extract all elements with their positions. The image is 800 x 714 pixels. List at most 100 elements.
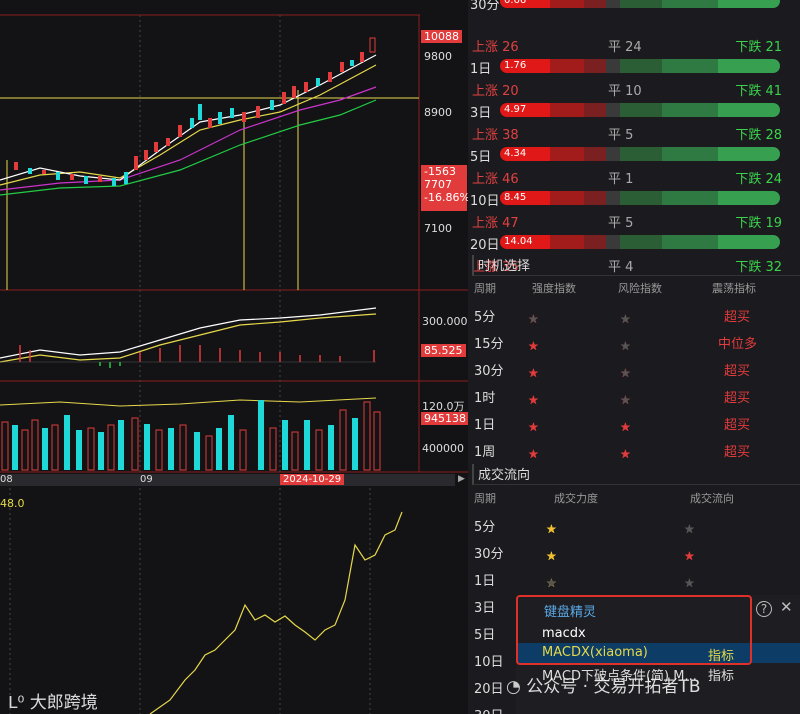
- popup-item[interactable]: MACD下破点条件(简) M... 指标: [516, 663, 800, 684]
- chart-svg: [0, 14, 468, 714]
- signal-text: 超买: [724, 391, 751, 406]
- popup-item-name: MACD下破点条件(简) M...: [542, 669, 697, 684]
- popup-item-type: 指标: [708, 669, 735, 684]
- watermark-logo-icon: ᒪ⁰: [8, 693, 25, 713]
- down-count: 下跌 32: [735, 260, 782, 275]
- keyboard-wizard-popup[interactable]: 键盘精灵 ? ✕ macdx MACDX(xiaoma) 指标 MACD下破点条…: [516, 595, 800, 714]
- timing-row: 5分 ★ ★ ★ ★ ★ ★ ★ ★ ★ ★ 超买: [468, 300, 800, 327]
- lower-panel-label: 48.0: [0, 497, 25, 510]
- distribution-value: 4.97: [504, 104, 527, 115]
- distribution-bar: 8.45: [500, 191, 780, 205]
- distribution-value: 0.66: [504, 0, 527, 6]
- watermark-left-text: 大郎跨境: [29, 693, 98, 713]
- flow-row: 10日: [468, 645, 800, 672]
- timing-row: 1周 ★ ★ ★ ★ ★ ★ ★ ★ ★ ★ 超买: [468, 435, 800, 462]
- up-count: 上涨 20: [472, 84, 519, 99]
- flow-header-period: 周期: [474, 492, 496, 505]
- up-count: 上涨 35: [472, 260, 519, 275]
- price-change: -1563: [424, 165, 456, 178]
- popup-title: 键盘精灵: [544, 605, 597, 620]
- distribution-period: 5日: [470, 150, 492, 165]
- distribution-value: 4.34: [504, 148, 527, 159]
- popup-highlight-frame: [516, 595, 752, 665]
- distribution-row: 上涨 47 平 5 下跌 19: [468, 198, 800, 242]
- flat-count: 平 10: [608, 84, 642, 99]
- distribution-bar: 0.66: [500, 0, 780, 8]
- distribution-row: 上涨 35 平 4 下跌 32: [468, 242, 800, 286]
- distribution-row: 上涨 38 平 5 下跌 28: [468, 110, 800, 154]
- flat-count: 平 5: [608, 216, 634, 231]
- price-top-label: 10088: [421, 30, 462, 43]
- scroll-right-icon[interactable]: ▶: [458, 474, 465, 484]
- signal-text: 超买: [724, 310, 751, 325]
- chart-area[interactable]: 10088 9800 8900 -1563 7707 -16.86% 7100 …: [0, 0, 468, 714]
- flat-count: 平 4: [608, 260, 634, 275]
- volume-value: 945138: [421, 412, 468, 425]
- help-icon[interactable]: ?: [756, 601, 772, 617]
- distribution-period: 20日: [470, 238, 500, 253]
- time-label-1: 08: [0, 474, 13, 485]
- distribution-bar: 14.04: [500, 235, 780, 249]
- flow-period: 1日: [474, 574, 496, 589]
- popup-input[interactable]: macdx: [542, 626, 586, 641]
- flow-row: 5分 ★ ★ ★ ★ ★ ★ ★ ★ ★ ★: [468, 510, 800, 537]
- signal-text: 超买: [724, 418, 751, 433]
- flow-row: 5日: [468, 618, 800, 645]
- time-cursor-date: 2024-10-29: [280, 474, 345, 485]
- up-count: 上涨 47: [472, 216, 519, 231]
- timing-row: 1时 ★ ★ ★ ★ ★ ★ ★ ★ ★ ★ 超买: [468, 381, 800, 408]
- timing-period: 30分: [474, 364, 504, 379]
- price-label-1: 9800: [424, 50, 452, 63]
- timing-title: 时机选择: [472, 255, 800, 276]
- timing-period: 1时: [474, 391, 496, 406]
- down-count: 下跌 41: [735, 84, 782, 99]
- signal-text: 超买: [724, 364, 751, 379]
- price-change-box: -1563 7707 -16.86%: [421, 165, 468, 211]
- timing-row: 1日 ★ ★ ★ ★ ★ ★ ★ ★ ★ ★ 超买: [468, 408, 800, 435]
- flow-period: 20日: [474, 682, 504, 697]
- down-count: 下跌 24: [735, 172, 782, 187]
- signal-text: 中位多: [718, 337, 758, 352]
- popup-item-type: 指标: [708, 649, 735, 664]
- flow-header-force: 成交力度: [554, 492, 598, 505]
- flow-row: 30日: [468, 699, 800, 714]
- flow-row: 3日: [468, 591, 800, 618]
- watermark-right: ◔ 公众号 · 交易开拓者TB: [506, 672, 701, 697]
- macd-label-1: 300.000: [422, 315, 468, 328]
- flow-period: 3日: [474, 601, 496, 616]
- distribution-row: 上涨 46 平 1 下跌 24: [468, 154, 800, 198]
- wechat-icon: ◔: [506, 677, 521, 697]
- timing-header-risk: 风险指数: [618, 282, 662, 295]
- watermark-right-text: 公众号 · 交易开拓者TB: [526, 677, 701, 697]
- price-pct: -16.86%: [424, 191, 468, 204]
- down-count: 下跌 19: [735, 216, 782, 231]
- distribution-value: 8.45: [504, 192, 527, 203]
- flat-count: 平 24: [608, 40, 642, 55]
- watermark-left: ᒪ⁰ 大郎跨境: [8, 688, 98, 713]
- price-current: 7707: [424, 178, 452, 191]
- price-label-4: 7100: [424, 222, 452, 235]
- timing-header-period: 周期: [474, 282, 496, 295]
- timing-header-signal: 震荡指标: [712, 282, 756, 295]
- timing-header-strength: 强度指数: [532, 282, 576, 295]
- close-icon[interactable]: ✕: [780, 598, 793, 616]
- flow-period: 30分: [474, 547, 504, 562]
- timing-row: 30分 ★ ★ ★ ★ ★ ★ ★ ★ ★ ★ 超买: [468, 354, 800, 381]
- flat-count: 平 5: [608, 128, 634, 143]
- timing-row: 15分 ★ ★ ★ ★ ★ ★ ★ ★ ★ ★ 中位多: [468, 327, 800, 354]
- distribution-row: 上涨 26 平 24 下跌 21: [468, 22, 800, 66]
- flow-period: 10日: [474, 655, 504, 670]
- flow-period: 30日: [474, 705, 504, 714]
- distribution-bar: 4.97: [500, 103, 780, 117]
- volume-label-1: 120.0万: [422, 400, 465, 413]
- flow-header-flow: 成交流向: [690, 492, 734, 505]
- flow-period: 5分: [474, 520, 496, 535]
- up-count: 上涨 38: [472, 128, 519, 143]
- popup-item-selected[interactable]: MACDX(xiaoma) 指标: [516, 643, 800, 664]
- volume-bars: [1, 400, 381, 471]
- down-count: 下跌 21: [735, 40, 782, 55]
- price-label-2: 8900: [424, 106, 452, 119]
- time-label-2: 09: [140, 474, 153, 485]
- flow-row: 20日: [468, 672, 800, 699]
- candles: [14, 37, 376, 186]
